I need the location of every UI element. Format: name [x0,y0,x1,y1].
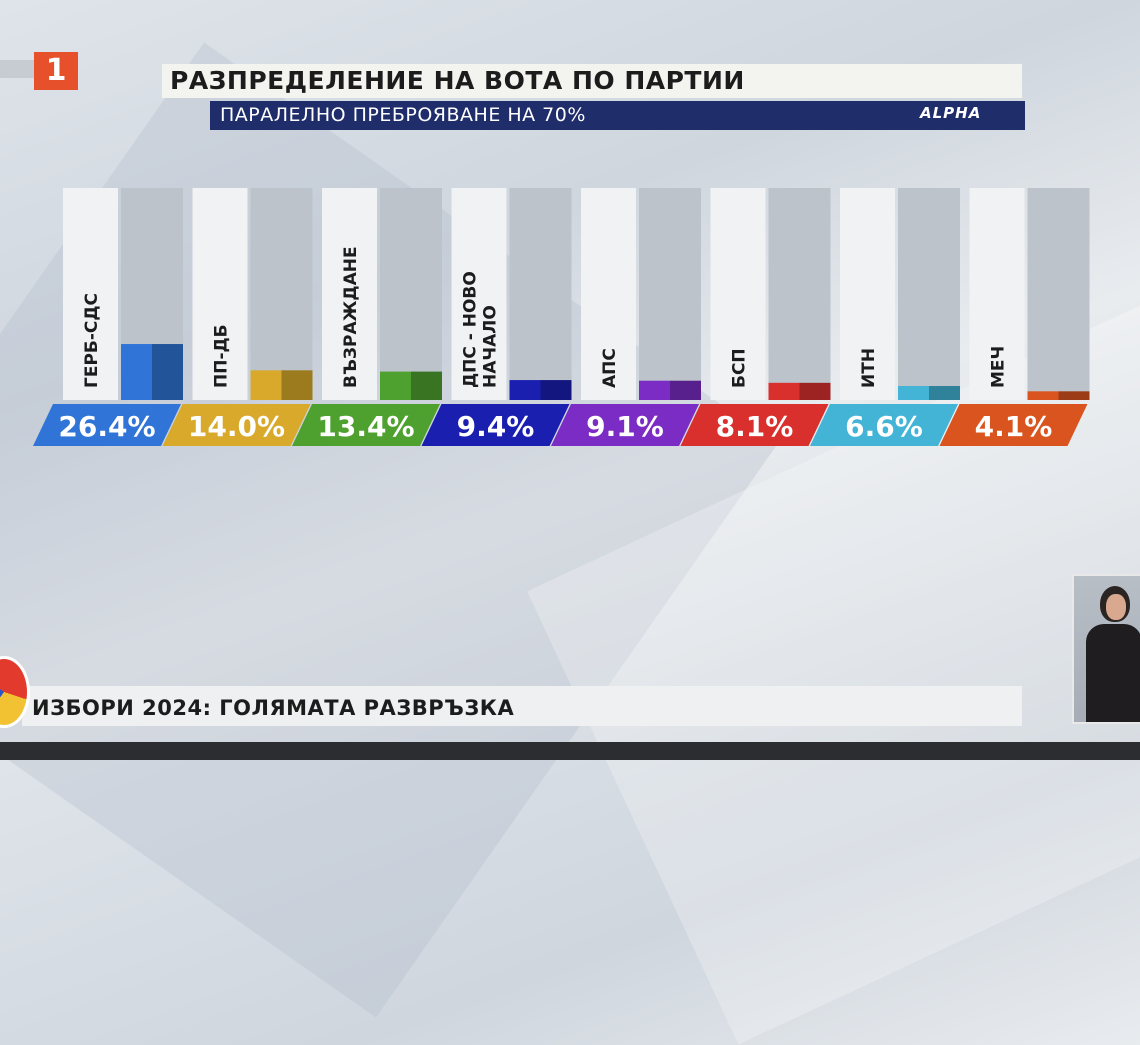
bar-chart: ГЕРБ-СДС 26.4% ПП-ДБ 14.0% ВЪЗРАЖДАНЕ 13.4% ДП… [33,188,1090,446]
bar [509,380,541,400]
label-column [969,188,1025,400]
chart-title: РАЗПРЕДЕЛЕНИЕ НА ВОТА ПО ПАРТИИ [170,66,745,95]
value-badge [421,404,570,446]
footer-text: ИЗБОРИ 2024: ГОЛЯМАТА РАЗВРЪЗКА [32,696,515,720]
category-label: МЕЧ [989,346,1009,388]
bar-track [768,188,831,400]
bar-shade [799,382,831,400]
value-badge [292,404,440,446]
title-box [162,64,1022,98]
value-badge [680,404,829,446]
chart-subtitle: ПАРАЛЕЛНО ПРЕБРОЯВАНЕ НА 70% [220,104,586,126]
screen-bezel [0,742,1140,760]
subtitle-box [210,101,1025,130]
label-column [451,188,507,400]
bar-shade [152,344,183,400]
bar-shade [281,370,313,400]
interpreter-body [1086,624,1140,722]
value-label: 26.4% [58,410,155,443]
footer-box [22,686,1022,726]
category-label: ВЪЗРАЖДАНЕ [341,246,361,388]
bar [898,386,929,400]
category-label: ИТН [859,348,879,388]
label-column [581,188,636,400]
bar [250,370,282,400]
interpreter-face [1106,594,1126,620]
value-label: 8.1% [716,410,794,443]
logo-strip [0,60,34,78]
value-label: 14.0% [188,410,285,443]
bar-track [639,188,701,400]
value-label: 6.6% [845,410,923,443]
bar-shade [929,386,960,400]
bar [1027,391,1059,400]
category-label: АПС [600,348,620,388]
category-label: ГЕРБ-СДС [82,293,102,388]
value-badge [939,404,1088,446]
bar-track [250,188,313,400]
category-label: БСП [730,348,750,388]
bar [121,344,152,400]
value-label: 9.1% [586,410,664,443]
bar-shade [411,371,442,400]
value-badge [33,404,181,446]
value-label: 4.1% [975,410,1053,443]
bar [380,371,411,400]
category-label: ДПС - НОВОНАЧАЛО [461,271,501,388]
label-column [840,188,895,400]
bar [639,380,670,400]
bar-shade [1058,391,1090,400]
category-label: ПП-ДБ [212,324,232,388]
label-column [322,188,377,400]
sign-language-interpreter [1072,574,1140,724]
bar-track [509,188,572,400]
value-label: 9.4% [457,410,535,443]
bar-shade [540,380,572,400]
value-label: 13.4% [317,410,414,443]
alpha-logo: ALPHA [920,104,982,122]
channel-logo: 1 [34,52,78,90]
bar-shade [670,380,701,400]
value-badge [810,404,958,446]
label-column [192,188,248,400]
bar [768,382,800,400]
bar-track [1027,188,1090,400]
label-column [710,188,766,400]
label-column [63,188,118,400]
bar-track [898,188,960,400]
value-badge [162,404,311,446]
bar-track [380,188,442,400]
value-badge [551,404,699,446]
